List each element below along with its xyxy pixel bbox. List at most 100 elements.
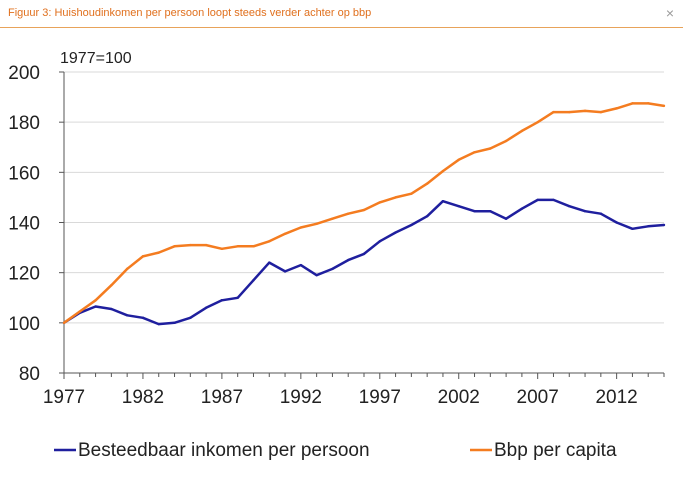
data-point [157, 322, 160, 326]
data-point [536, 198, 539, 202]
data-point [204, 243, 208, 247]
series-line-1 [63, 198, 665, 326]
data-point [204, 306, 208, 309]
y-tick-label: 80 [19, 364, 40, 385]
data-point [347, 212, 350, 215]
x-tick-label: 1982 [122, 387, 164, 408]
data-point [647, 102, 650, 105]
data-point [299, 226, 303, 229]
data-point [504, 139, 508, 143]
series-lines [62, 102, 666, 326]
data-point [378, 240, 381, 243]
data-point [362, 252, 366, 256]
data-point [141, 316, 145, 320]
y-axis: 80 100 120 140 160 180 200 [8, 63, 65, 385]
x-tick-label: 1997 [359, 387, 401, 408]
y-tick-label: 100 [8, 314, 40, 335]
data-point [362, 208, 366, 212]
data-point [631, 227, 634, 230]
x-tick-label: 1987 [201, 387, 243, 408]
data-point [378, 201, 381, 204]
data-point [599, 110, 603, 114]
data-point [268, 240, 271, 243]
data-point [473, 210, 476, 213]
data-point [457, 204, 460, 208]
data-point [568, 204, 571, 208]
data-point [489, 210, 492, 213]
data-point [299, 263, 303, 267]
x-tick-label: 1977 [43, 387, 85, 408]
data-point [94, 299, 97, 302]
series-line-2 [63, 102, 665, 324]
data-point [647, 225, 650, 228]
data-point [568, 110, 571, 114]
gridlines [64, 71, 664, 324]
data-point [347, 258, 350, 262]
data-point [157, 251, 160, 254]
data-point [441, 199, 445, 203]
data-point [489, 147, 492, 150]
data-point [394, 231, 397, 234]
data-point [410, 223, 413, 227]
data-point [220, 247, 224, 251]
data-point [125, 314, 129, 317]
data-point [141, 255, 145, 258]
x-tick-label: 2007 [517, 387, 559, 408]
data-point [252, 245, 255, 248]
data-point [583, 210, 587, 213]
data-point [504, 217, 508, 220]
data-point [599, 212, 603, 215]
data-point [189, 243, 192, 247]
data-point [425, 182, 429, 185]
data-point [410, 192, 413, 195]
data-point [473, 151, 476, 154]
close-icon[interactable]: × [665, 5, 674, 21]
x-axis: 1977 1982 1987 1992 1997 2002 2007 2012 [43, 372, 665, 408]
data-point [631, 102, 634, 105]
data-point [173, 321, 176, 325]
y-tick-label: 120 [8, 264, 40, 285]
data-point [78, 310, 81, 313]
data-point [331, 267, 334, 271]
x-tick-label: 1992 [280, 387, 322, 408]
legend: Besteedbaar inkomen per persoon Bbp per c… [54, 440, 617, 461]
y-tick-label: 140 [8, 214, 40, 235]
dialog-title: Figuur 3: Huishoudinkomen per persoon lo… [8, 7, 372, 19]
data-point [662, 104, 666, 108]
data-point [110, 307, 113, 311]
data-point [252, 278, 255, 282]
data-point [236, 296, 239, 299]
data-point [283, 232, 287, 235]
data-point [615, 221, 618, 224]
data-point [189, 316, 192, 320]
data-point [583, 109, 587, 113]
data-point [536, 120, 539, 124]
data-point [315, 273, 318, 277]
data-point [268, 261, 271, 264]
legend-label: Besteedbaar inkomen per persoon [78, 440, 370, 461]
data-point [283, 270, 287, 273]
legend-label: Bbp per capita [494, 440, 617, 461]
data-point [110, 284, 113, 287]
data-point [236, 245, 239, 248]
data-point [615, 107, 618, 110]
dialog-header: Figuur 3: Huishoudinkomen per persoon lo… [0, 0, 683, 28]
data-point [662, 223, 666, 227]
data-point [315, 222, 318, 225]
index-base-note: 1977=100 [60, 50, 132, 67]
data-point [520, 207, 524, 210]
data-point [552, 198, 555, 202]
data-point [552, 110, 555, 114]
data-point [520, 129, 524, 133]
x-tick-label: 2002 [438, 387, 480, 408]
data-point [220, 299, 224, 302]
data-point [173, 245, 176, 248]
data-point [394, 196, 397, 199]
data-point [441, 169, 445, 173]
x-tick-label: 2012 [595, 387, 637, 408]
data-point [457, 158, 460, 161]
data-point [94, 305, 97, 308]
line-chart: 80 100 120 140 160 180 200 1977 1982 1987 1992 199… [8, 50, 666, 461]
y-tick-label: 200 [8, 63, 40, 84]
y-tick-label: 180 [8, 113, 40, 134]
